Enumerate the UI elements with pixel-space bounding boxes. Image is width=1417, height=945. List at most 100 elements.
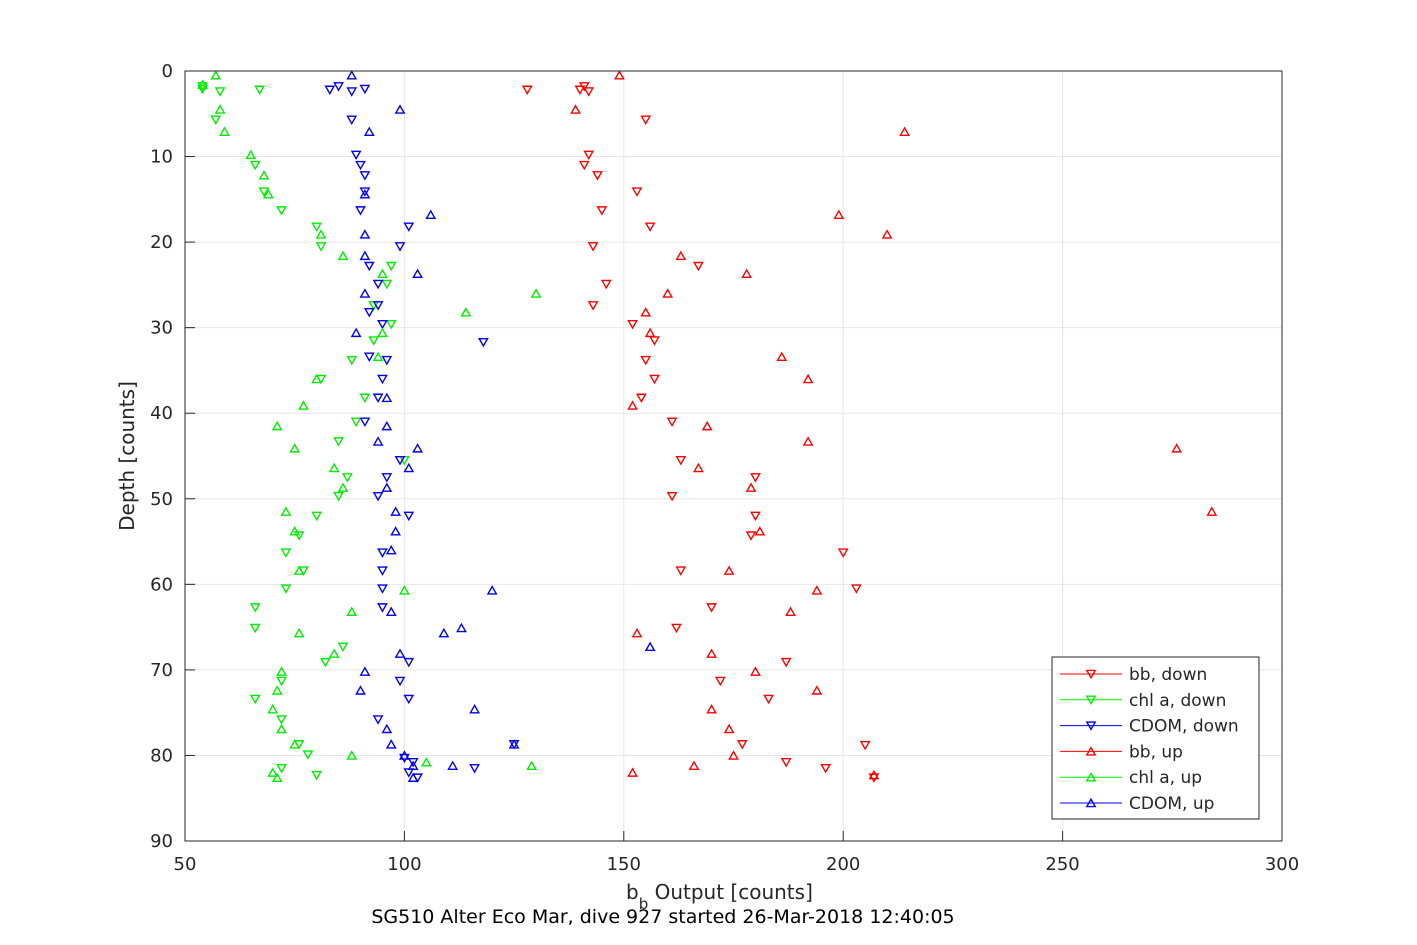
data-point: [745, 482, 757, 492]
data-point: [315, 229, 327, 239]
data-point: [785, 606, 796, 616]
data-point: [346, 750, 358, 760]
data-point: [359, 171, 371, 181]
data-point: [276, 676, 287, 687]
data-point: [359, 288, 371, 298]
data-point: [750, 666, 761, 676]
data-point: [578, 160, 590, 171]
data-point: [346, 87, 358, 97]
x-tick-label: 150: [607, 854, 641, 875]
data-point: [688, 760, 700, 770]
data-point: [477, 337, 489, 348]
data-point: [425, 209, 437, 220]
legend-label: CDOM, up: [1129, 794, 1214, 814]
data-point: [293, 565, 305, 575]
data-point: [214, 87, 226, 97]
data-point: [214, 104, 226, 114]
data-point: [377, 566, 388, 576]
data-point: [403, 511, 415, 522]
data-point: [359, 393, 371, 404]
data-point: [627, 319, 638, 330]
data-point: [776, 351, 788, 362]
legend-label: chl a, down: [1129, 691, 1226, 711]
data-point: [706, 603, 717, 613]
data-point: [372, 279, 384, 290]
x-axis-label-rest: Output [counts]: [648, 880, 813, 904]
data-point: [631, 627, 643, 638]
data-point: [644, 641, 656, 652]
data-point: [372, 351, 384, 362]
data-point: [346, 115, 358, 125]
data-point: [385, 739, 397, 749]
data-point: [390, 526, 402, 536]
data-point: [249, 694, 261, 705]
data-point: [363, 307, 375, 318]
data-point: [381, 279, 393, 290]
data-point: [276, 666, 287, 676]
data-point: [714, 676, 726, 687]
data-point: [385, 261, 397, 272]
data-point: [706, 648, 717, 658]
data-point: [394, 648, 406, 658]
data-point: [355, 160, 366, 171]
data-point: [359, 250, 371, 261]
data-point: [802, 436, 814, 446]
data-point: [276, 764, 287, 774]
data-point: [333, 82, 344, 92]
data-point: [337, 482, 349, 492]
data-point: [311, 511, 323, 522]
data-point: [390, 506, 402, 516]
y-tick-label: 40: [150, 403, 173, 424]
data-point: [355, 685, 366, 695]
data-point: [614, 70, 625, 80]
data-point: [377, 548, 388, 558]
data-point: [644, 327, 656, 338]
data-point: [750, 511, 761, 522]
data-point: [398, 750, 410, 760]
data-point: [675, 566, 687, 576]
data-point: [723, 723, 735, 734]
data-point: [627, 400, 638, 410]
data-point: [412, 443, 423, 453]
data-point: [280, 584, 292, 594]
data-point: [723, 565, 735, 575]
data-point: [363, 261, 375, 272]
data-point: [262, 189, 274, 199]
legend-box: [1051, 656, 1260, 820]
data-point: [311, 222, 323, 232]
data-point: [469, 704, 481, 714]
data-point: [763, 694, 775, 705]
data-point: [377, 268, 388, 279]
data-point: [811, 685, 823, 695]
data-point: [381, 355, 393, 366]
data-point: [741, 268, 753, 279]
data-point: [754, 526, 766, 536]
data-point: [631, 187, 643, 197]
data-point: [293, 627, 305, 638]
data-point: [293, 531, 305, 541]
data-point: [350, 150, 362, 161]
data-point: [692, 261, 704, 272]
data-point: [197, 82, 208, 92]
data-point: [381, 482, 393, 492]
data-point: [675, 250, 687, 261]
y-axis-ticks: 0 10 20 30 40 50 60 70 80 90: [150, 61, 195, 852]
legend-label: bb, up: [1129, 742, 1183, 762]
data-point: [267, 704, 279, 714]
data-point: [280, 506, 292, 516]
data-point: [276, 715, 287, 725]
data-point: [627, 767, 638, 777]
data-point: [359, 189, 371, 199]
data-point: [750, 473, 761, 483]
legend-marker: [1085, 721, 1097, 731]
data-point: [675, 456, 687, 466]
data-point: [258, 187, 270, 197]
data-point: [666, 491, 678, 502]
data-point: [249, 160, 261, 171]
data-point: [381, 723, 393, 734]
data-point: [574, 85, 586, 96]
y-tick-label: 60: [150, 574, 173, 595]
data-point: [640, 307, 652, 317]
data-point: [346, 70, 358, 80]
data-point: [394, 456, 406, 466]
